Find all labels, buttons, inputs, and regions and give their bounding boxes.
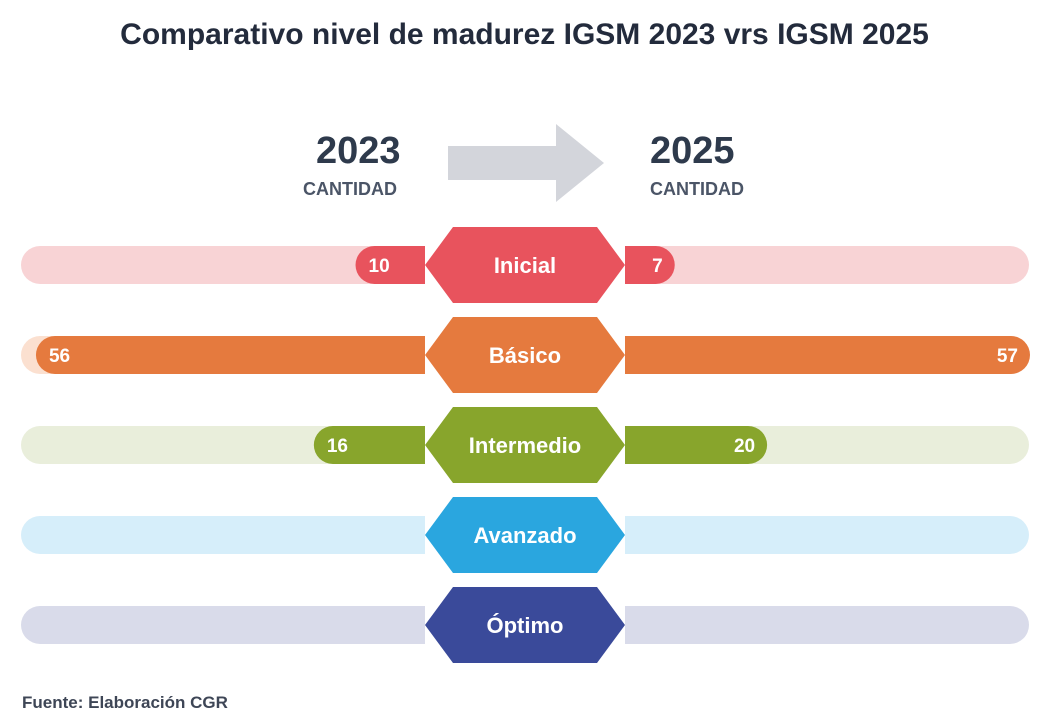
category-badge-intermedio xyxy=(425,407,625,483)
arrow-right-icon xyxy=(448,124,604,202)
bar-2023-basico xyxy=(35,336,426,374)
quantity-label-right: CANTIDAD xyxy=(650,179,744,199)
value-label-2023-intermedio: 16 xyxy=(327,436,348,457)
track-2025-inicial xyxy=(625,246,1029,284)
value-label-2023-basico: 56 xyxy=(49,346,70,367)
year-2023-heading: 2023 xyxy=(316,130,401,172)
value-label-2025-inicial: 7 xyxy=(652,256,663,277)
chart-title: Comparativo nivel de madurez IGSM 2023 v… xyxy=(120,18,929,51)
category-badge-basico xyxy=(425,317,625,393)
track-2023-optimo xyxy=(21,606,425,644)
value-label-2023-inicial: 10 xyxy=(369,256,390,277)
category-label-optimo: Óptimo xyxy=(487,613,564,638)
bar-2025-inicial xyxy=(625,246,675,284)
year-2025-heading: 2025 xyxy=(650,130,735,172)
quantity-label-left: CANTIDAD xyxy=(303,179,397,199)
category-badge-inicial xyxy=(425,227,625,303)
category-label-avanzado: Avanzado xyxy=(473,523,576,548)
category-label-inicial: Inicial xyxy=(494,253,556,278)
category-label-intermedio: Intermedio xyxy=(469,433,581,458)
category-badge-avanzado xyxy=(425,497,625,573)
value-label-2025-basico: 57 xyxy=(997,346,1018,367)
category-badge-optimo xyxy=(425,587,625,663)
track-2025-optimo xyxy=(625,606,1029,644)
category-label-basico: Básico xyxy=(489,343,561,368)
bar-2023-inicial xyxy=(355,246,425,284)
bar-2023-intermedio xyxy=(313,426,425,464)
value-label-2025-intermedio: 20 xyxy=(734,436,755,457)
source-note: Fuente: Elaboración CGR xyxy=(22,693,228,712)
bar-2025-basico xyxy=(625,336,1030,374)
track-2023-inicial xyxy=(21,246,425,284)
track-2023-avanzado xyxy=(21,516,425,554)
bar-2025-intermedio xyxy=(625,426,768,464)
track-2025-avanzado xyxy=(625,516,1029,554)
